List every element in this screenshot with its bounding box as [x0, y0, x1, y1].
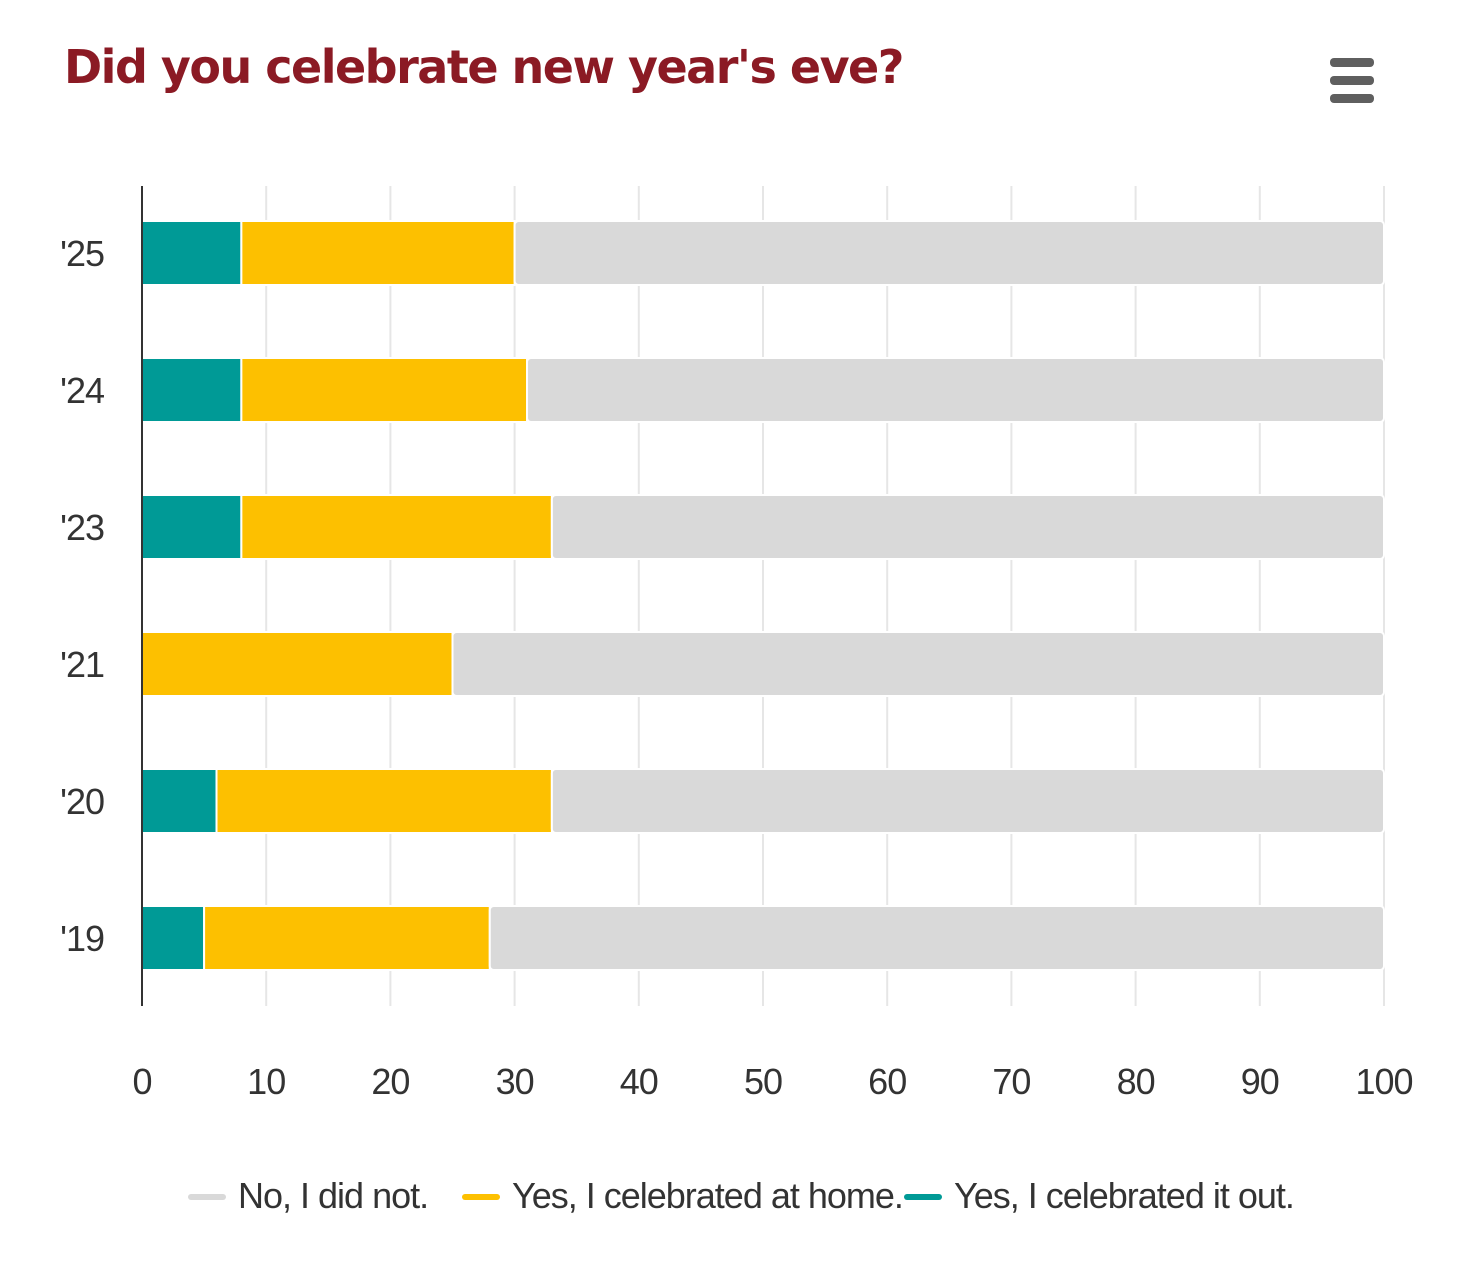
grid-lines: [265, 186, 1385, 1006]
bar-21-series-1: [141, 631, 454, 697]
legend-label-out: Yes, I celebrated it out.: [954, 1175, 1295, 1216]
bar-24-series-1: [240, 357, 529, 423]
hamburger-menu-icon-bar: [1330, 94, 1374, 103]
hamburger-menu-icon: [1330, 58, 1374, 67]
bar-25-series-2: [513, 220, 1385, 286]
bar-23-series-2: [550, 494, 1385, 560]
bar-19-series-2: [488, 905, 1385, 971]
legend-label-home: Yes, I celebrated at home.: [512, 1175, 904, 1216]
bar-20-series-2: [550, 768, 1385, 834]
x-tick-label-10: 10: [247, 1061, 285, 1102]
y-tick-label-25: '25: [60, 233, 104, 274]
x-tick-label-0: 0: [132, 1061, 151, 1102]
bar-23-series-1: [240, 494, 553, 560]
bar-23-series-0: [141, 494, 243, 560]
legend-label-no: No, I did not.: [238, 1175, 429, 1216]
bar-19-series-1: [203, 905, 491, 971]
bar-24-series-2: [526, 357, 1385, 423]
x-tick-label-30: 30: [496, 1061, 534, 1102]
bar-21-series-2: [451, 631, 1385, 697]
legend-swatch-home: [462, 1194, 500, 1200]
y-tick-label-20: '20: [60, 781, 104, 822]
bars: [141, 220, 1385, 971]
bar-25-series-0: [141, 220, 243, 286]
y-tick-label-21: '21: [60, 644, 104, 685]
bar-25-series-1: [240, 220, 516, 286]
x-tick-label-80: 80: [1117, 1061, 1155, 1102]
x-tick-label-20: 20: [371, 1061, 409, 1102]
bar-24-series-0: [141, 357, 243, 423]
legend: No, I did not. Yes, I celebrated at home…: [0, 1172, 1483, 1222]
legend-swatch-no: [188, 1194, 226, 1200]
legend-swatch-out: [904, 1194, 942, 1200]
chart-menu-button[interactable]: [1330, 58, 1374, 104]
axis-labels: 0 10 20 30 40 50 60 70 80 90 100 '25 '24 '23 '21 '20 '19: [60, 233, 1413, 1102]
x-tick-label-90: 90: [1241, 1061, 1279, 1102]
hamburger-menu-icon-bar: [1330, 76, 1374, 85]
y-tick-label-19: '19: [60, 918, 104, 959]
bar-20-series-1: [215, 768, 553, 834]
x-tick-label-60: 60: [868, 1061, 906, 1102]
x-tick-label-100: 100: [1355, 1061, 1412, 1102]
bar-20-series-0: [141, 768, 218, 834]
x-tick-label-50: 50: [744, 1061, 782, 1102]
chart-plot: 0 10 20 30 40 50 60 70 80 90 100 '25 '24 '23 '21 '20 '19: [60, 186, 1414, 1102]
y-tick-label-23: '23: [60, 507, 104, 548]
chart-title: Did you celebrate new year's eve?: [64, 40, 904, 94]
bar-19-series-0: [141, 905, 206, 971]
y-tick-label-24: '24: [60, 370, 104, 411]
x-tick-label-40: 40: [620, 1061, 658, 1102]
x-tick-label-70: 70: [992, 1061, 1030, 1102]
